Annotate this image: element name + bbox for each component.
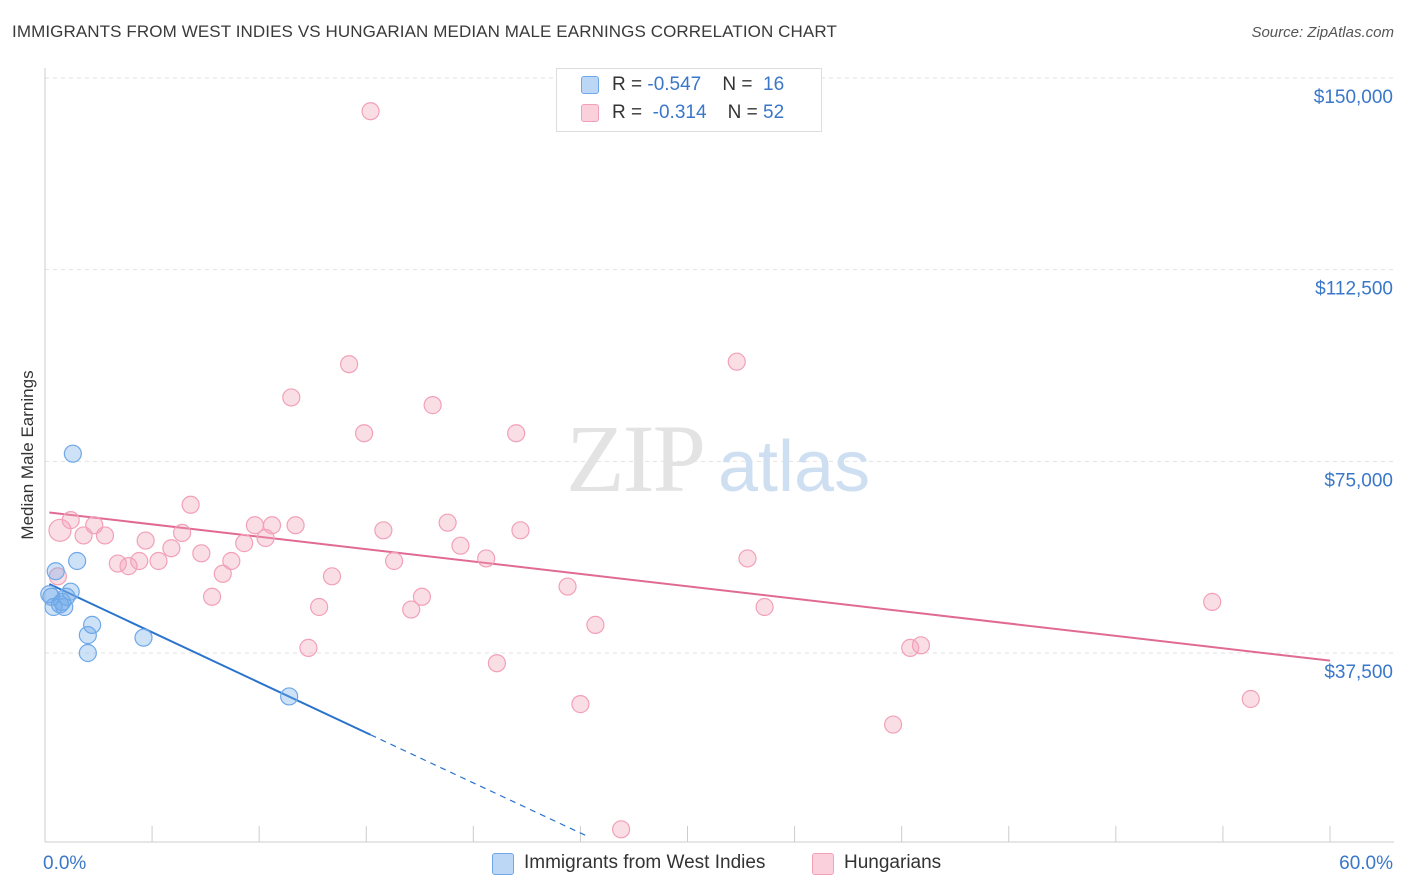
axes [44,68,1394,843]
legend-n-value: 16 [763,74,785,95]
y-axis-label: Median Male Earnings [18,370,37,540]
point-hungarians [384,551,404,571]
point-hungarians [1241,689,1260,709]
point-hungarians [612,820,631,839]
grid-lines [45,77,1394,654]
point-hungarians [1203,592,1222,611]
point-hungarians [586,615,605,634]
point-hungarians [213,564,232,583]
point-hungarians [423,396,442,415]
trend-line-west-indies-extension [370,734,590,838]
point-hungarians [172,523,192,542]
point-hungarians [299,638,318,657]
point-hungarians [755,597,774,617]
point-hungarians [181,495,200,514]
x-tick-label: 0.0% [43,853,86,874]
y-tick-label: $150,000 [1314,87,1393,108]
legend-r-value: -0.314 [652,102,707,123]
point-hungarians [222,551,241,571]
point-hungarians [511,521,530,540]
point-hungarians [374,521,393,540]
point-hungarians [202,587,222,606]
point-hungarians [310,597,329,617]
point-hungarians [355,424,374,443]
point-hungarians [507,424,526,443]
data-points [40,102,1260,839]
chart-title: IMMIGRANTS FROM WEST INDIES VS HUNGARIAN… [12,22,837,41]
legend-swatch-west-indies [581,76,599,94]
watermark-atlas: atlas [718,427,870,507]
point-west-indies [134,628,153,647]
point-hungarians [477,549,496,568]
point-hungarians [136,531,155,550]
point-hungarians [130,551,149,571]
point-hungarians [911,636,931,655]
point-hungarians [738,549,757,568]
bottom-legend-label: Hungarians [844,852,942,873]
chart-source: Source: ZipAtlas.com [1251,24,1394,41]
trend-lines [48,511,1331,838]
y-tick-label: $75,000 [1324,470,1393,491]
point-west-indies [53,592,72,611]
stats-legend: R = -0.547 N = 16 R = -0.314 N = 52 [556,68,822,132]
point-hungarians [487,654,506,673]
legend-r-label: R = [612,74,648,95]
bottom-legend-swatch-west-indies [492,853,514,875]
legend-n-label: N = [722,74,758,95]
point-hungarians [340,355,359,374]
point-west-indies [83,615,102,634]
y-tick-label: $37,500 [1324,662,1393,683]
point-hungarians [402,600,421,619]
legend-r-value: -0.547 [647,74,702,95]
point-hungarians [262,516,282,535]
point-hungarians [901,638,920,657]
point-hungarians [361,102,380,121]
watermark-zip: ZIP [566,405,704,512]
point-hungarians [119,557,138,576]
tick-labels: $37,500 $75,000 $112,500 $150,000 0.0% 60.0% [43,87,1393,874]
point-hungarians [727,352,746,371]
point-hungarians [162,539,181,558]
point-west-indies [78,643,97,663]
point-hungarians [48,518,72,542]
point-hungarians [558,577,577,596]
legend-r-label: R = [612,102,648,123]
point-hungarians [235,534,254,553]
point-hungarians [438,513,457,532]
point-hungarians [883,715,903,734]
point-hungarians [571,695,590,714]
trend-line-west-indies [48,583,371,736]
legend-swatch-hungarians [581,104,599,122]
point-west-indies [46,562,65,581]
x-tick-label: 60.0% [1339,853,1393,874]
point-west-indies [78,626,97,645]
point-hungarians [451,536,470,555]
y-tick-label: $112,500 [1315,279,1393,300]
point-hungarians [282,388,301,407]
point-hungarians [192,544,211,563]
legend-n-label: N = [727,102,764,123]
legend-n-value: 52 [763,102,785,123]
point-hungarians [322,567,342,586]
bottom-legend-label: Immigrants from West Indies [524,852,766,873]
point-hungarians [286,516,305,535]
point-west-indies [280,687,299,706]
point-hungarians [108,554,127,573]
point-hungarians [149,551,168,571]
point-hungarians [95,526,115,545]
bottom-legend-swatch-hungarians [812,853,834,875]
watermark: ZIP atlas [566,405,870,512]
point-hungarians [61,511,80,530]
point-west-indies [68,551,87,571]
trend-line-hungarians [49,511,1331,662]
point-hungarians [412,587,432,606]
point-west-indies [63,444,82,463]
